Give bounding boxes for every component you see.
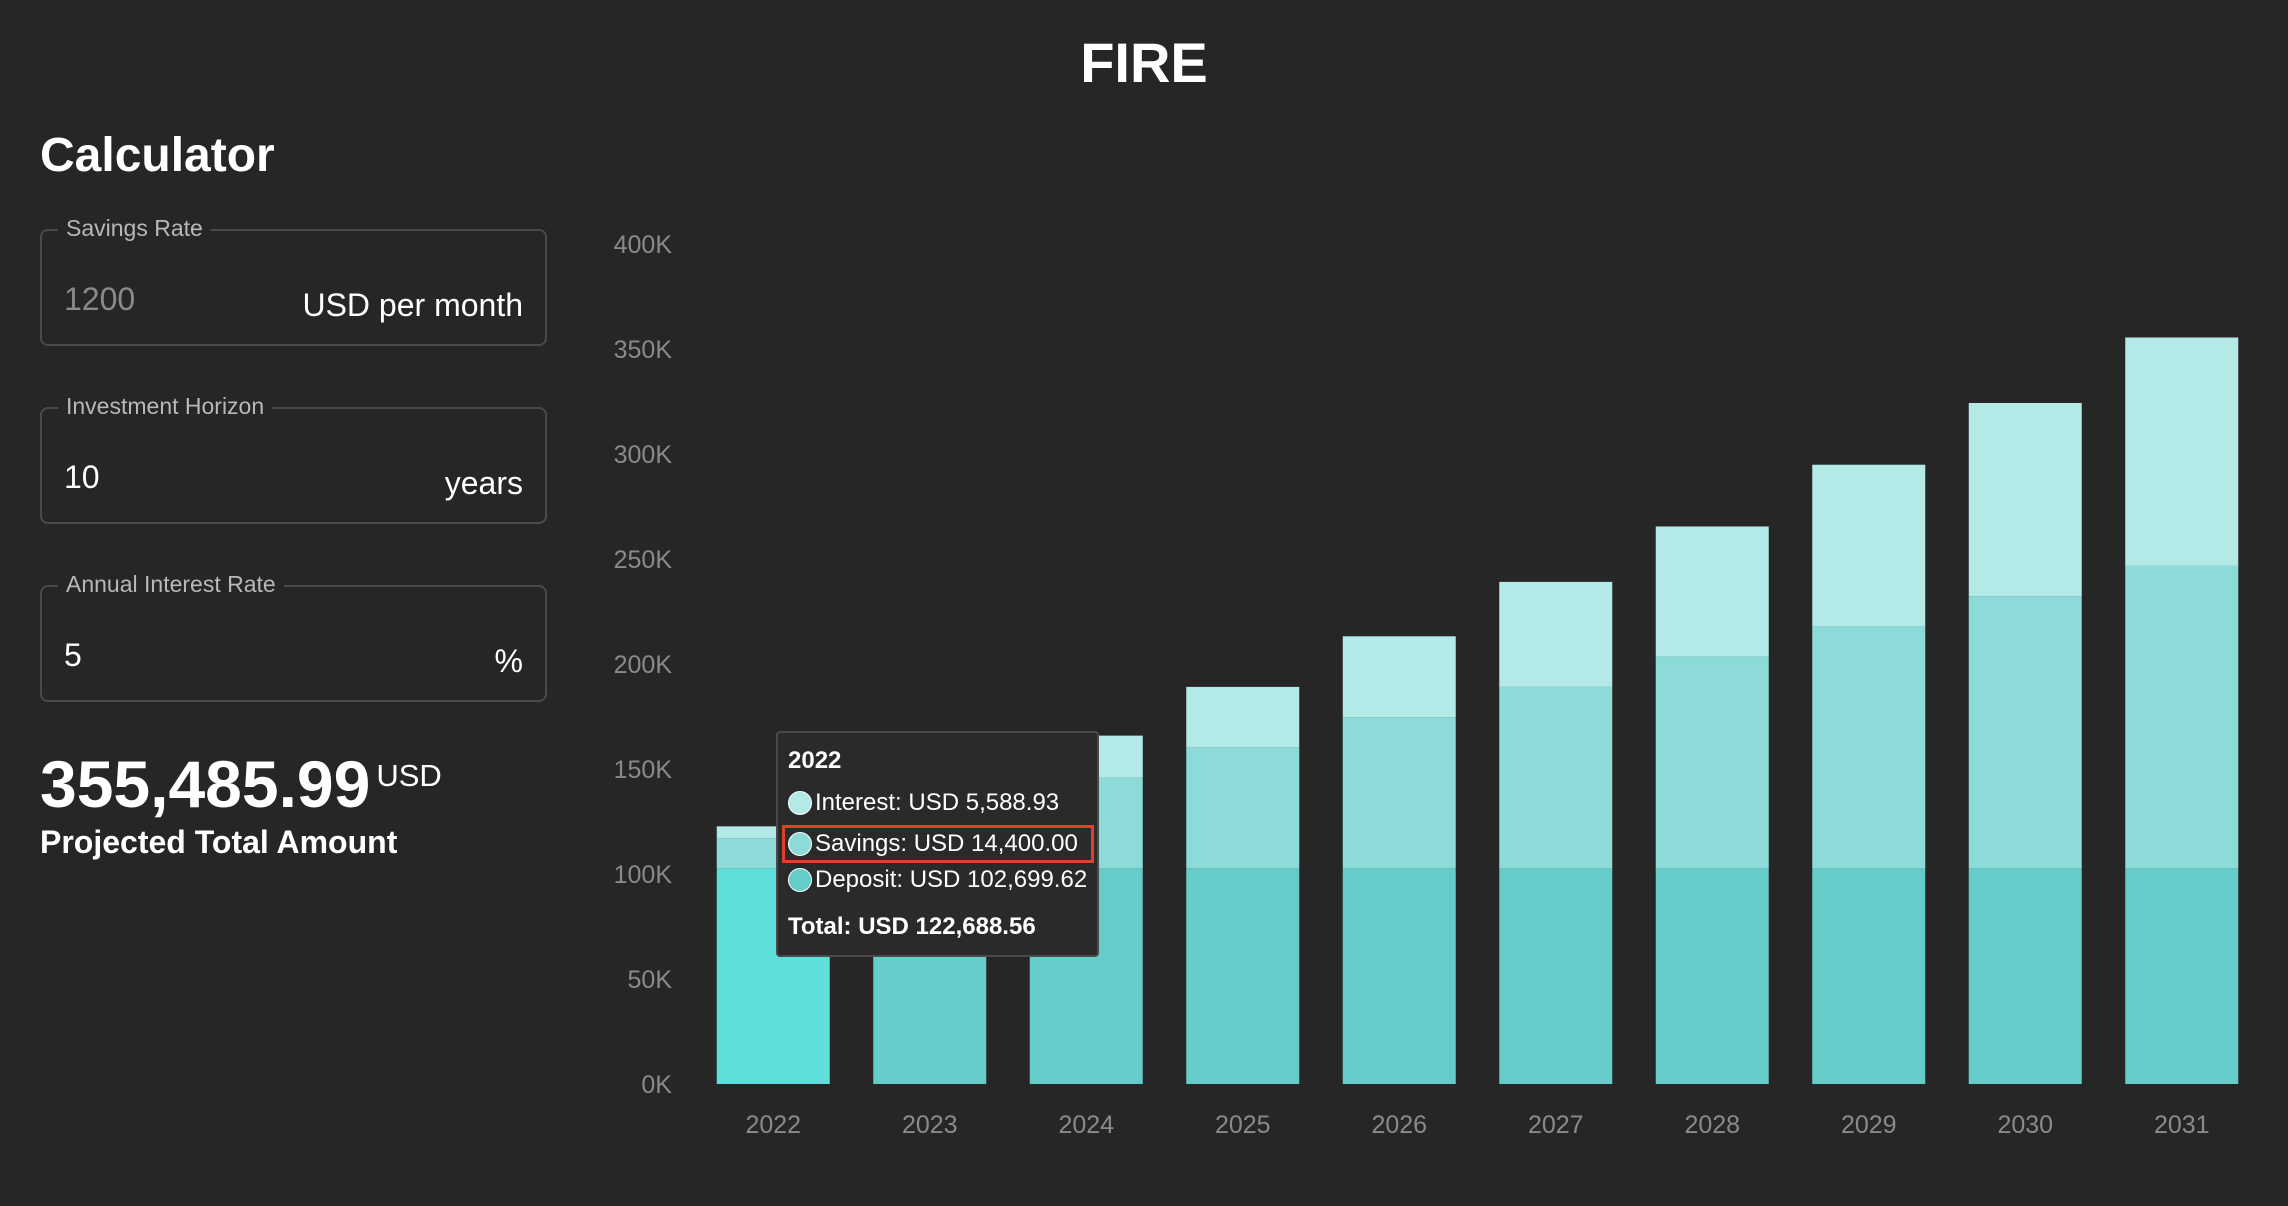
bar-segment-interest-2026[interactable] (1342, 636, 1456, 718)
y-tick-label: 50K (628, 966, 673, 994)
annual-interest-rate-label: Annual Interest Rate (58, 571, 284, 598)
bar-segment-interest-2027[interactable] (1499, 581, 1613, 687)
annual-interest-rate-input[interactable]: 5 (64, 637, 82, 673)
tooltip-total: Total: USD 122,688.56 (788, 913, 1036, 940)
x-tick-label: 2026 (1371, 1111, 1427, 1139)
y-tick-label: 150K (614, 756, 673, 784)
bar-segment-deposit-2025[interactable] (1186, 868, 1300, 1084)
tooltip-savings-text: Savings: USD 14,400.00 (815, 830, 1078, 857)
bar-segment-deposit-2027[interactable] (1499, 868, 1613, 1084)
bar-segment-interest-2022[interactable] (716, 826, 830, 839)
x-axis: 2022 2023 2024 2025 2026 2027 2028 2029 2030 2031 (745, 1111, 2209, 1139)
x-tick-label: 2023 (902, 1111, 958, 1139)
projected-total-currency: USD (376, 758, 442, 793)
bar-segment-interest-2031[interactable] (2125, 337, 2239, 566)
bar-segment-deposit-2026[interactable] (1342, 868, 1456, 1084)
investment-horizon-input[interactable]: 10 (64, 459, 100, 495)
bar-segment-savings-2030[interactable] (1968, 596, 2082, 869)
savings-swatch-icon (788, 832, 812, 856)
y-tick-label: 0K (641, 1071, 672, 1099)
savings-rate-label: Savings Rate (58, 215, 211, 242)
y-axis: 0K 50K 100K 150K 200K 250K 300K 350K 400K (614, 231, 673, 1099)
x-tick-label: 2022 (745, 1111, 801, 1139)
tooltip-interest-text: Interest: USD 5,588.93 (815, 789, 1060, 816)
bar-segment-interest-2029[interactable] (1812, 464, 1926, 627)
bar-segment-deposit-2028[interactable] (1655, 868, 1769, 1084)
investment-horizon-field[interactable]: Investment Horizon 10 years (40, 393, 547, 524)
x-tick-label: 2030 (1997, 1111, 2053, 1139)
y-tick-label: 250K (614, 546, 673, 574)
deposit-swatch-icon (788, 868, 812, 892)
app-title: FIRE (1080, 31, 1208, 94)
y-tick-label: 200K (614, 651, 673, 679)
projected-total-caption: Projected Total Amount (40, 824, 398, 860)
calculator-heading: Calculator (40, 129, 275, 182)
savings-rate-input[interactable]: 1200 (64, 281, 136, 317)
annual-interest-rate-field[interactable]: Annual Interest Rate 5 % (40, 571, 547, 702)
bar-segment-savings-2027[interactable] (1499, 686, 1613, 869)
bar-segment-interest-2028[interactable] (1655, 526, 1769, 657)
x-tick-label: 2027 (1528, 1111, 1584, 1139)
y-tick-label: 350K (614, 336, 673, 364)
tooltip-interest-row: Interest: USD 5,588.93 (788, 787, 1088, 819)
bar-segment-savings-2029[interactable] (1812, 626, 1926, 869)
x-tick-label: 2028 (1684, 1111, 1740, 1139)
y-tick-label: 300K (614, 441, 673, 469)
annual-interest-rate-unit: % (494, 643, 523, 679)
bar-segment-savings-2031[interactable] (2125, 565, 2239, 869)
bar-segment-deposit-2030[interactable] (1968, 868, 2082, 1084)
tooltip-deposit-text: Deposit: USD 102,699.62 (815, 866, 1088, 893)
savings-highlight-box (782, 825, 1094, 863)
x-tick-label: 2024 (1058, 1111, 1114, 1139)
bar-group (716, 337, 2239, 1084)
bar-segment-deposit-2029[interactable] (1812, 868, 1926, 1084)
savings-rate-unit: USD per month (302, 287, 523, 323)
projected-total: 355,485.99 USD (40, 746, 442, 822)
x-tick-label: 2029 (1841, 1111, 1897, 1139)
bar-segment-savings-2028[interactable] (1655, 656, 1769, 869)
interest-swatch-icon (788, 791, 812, 815)
bar-segment-interest-2025[interactable] (1186, 686, 1300, 748)
bar-segment-savings-2026[interactable] (1342, 717, 1456, 869)
x-tick-label: 2031 (2154, 1111, 2210, 1139)
chart-tooltip: 2022 Interest: USD 5,588.93 Savings: USD… (776, 731, 1099, 957)
bar-segment-deposit-2031[interactable] (2125, 868, 2239, 1084)
investment-horizon-unit: years (444, 465, 523, 501)
y-tick-label: 400K (614, 231, 673, 259)
y-tick-label: 100K (614, 861, 673, 889)
tooltip-deposit-row: Deposit: USD 102,699.62 (788, 864, 1088, 896)
investment-horizon-label: Investment Horizon (58, 393, 273, 420)
tooltip-title: 2022 (788, 747, 842, 774)
projected-total-value: 355,485.99 (40, 747, 371, 821)
bar-segment-interest-2030[interactable] (1968, 402, 2082, 597)
bar-segment-savings-2025[interactable] (1186, 747, 1300, 869)
x-tick-label: 2025 (1215, 1111, 1271, 1139)
tooltip-savings-row: Savings: USD 14,400.00 (788, 828, 1088, 860)
savings-rate-field[interactable]: Savings Rate 1200 USD per month (40, 215, 547, 346)
